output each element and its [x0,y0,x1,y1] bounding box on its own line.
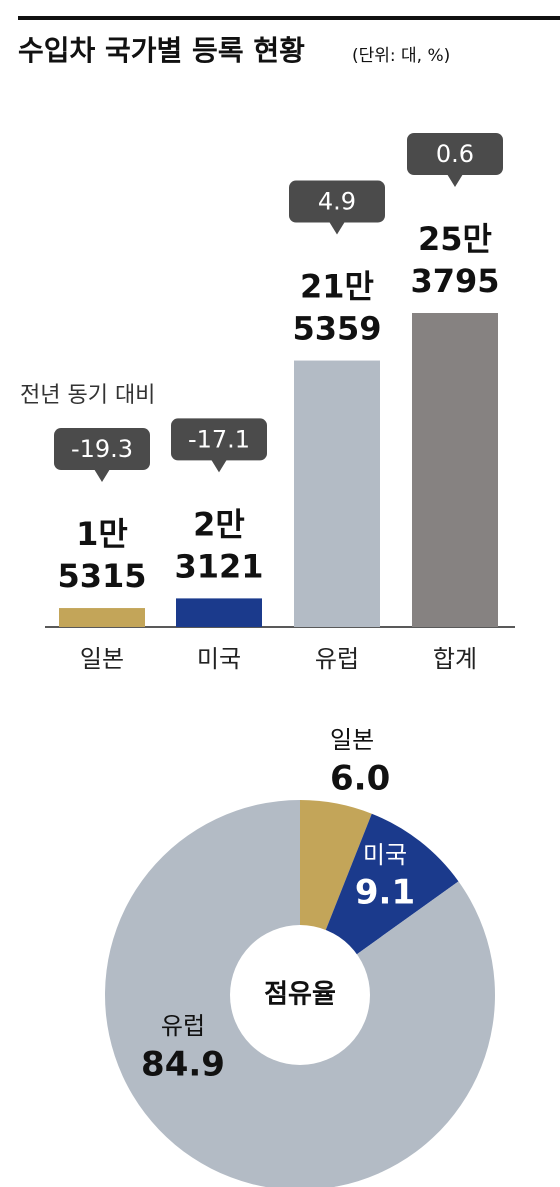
value-label: 25만 [418,220,492,258]
callout-pointer [211,459,227,473]
slice-value: 84.9 [141,1045,225,1085]
slice-name: 미국 [363,841,407,869]
top-rule [18,16,560,20]
chart-title: 수입차 국가별 등록 현황 [18,34,305,67]
chart-subtitle: (단위: 대, %) [352,46,450,66]
callout-box [289,180,385,223]
bar [412,313,498,627]
callout-box [171,418,267,461]
value-label: 3795 [410,262,499,300]
value-label: 5359 [292,310,381,348]
slice-name: 일본 [330,726,374,754]
slice-value: 6.0 [330,759,390,799]
x-tick-label: 미국 [197,645,241,673]
slice-name: 유럽 [161,1012,205,1040]
value-label: 1만 [76,515,128,553]
callout-pointer [329,221,345,235]
change-label: -17.1 [188,425,250,453]
x-tick-label: 유럽 [315,645,359,673]
callout-box [407,133,503,175]
value-label: 5315 [57,557,146,595]
center-label: 점유율 [264,980,336,1010]
callout-pointer [94,469,110,483]
x-tick-label: 합계 [433,645,477,673]
callout-box [54,428,150,471]
value-label: 2만 [193,505,245,543]
bar [294,360,380,627]
pie-slice [105,800,495,1187]
change-label: 4.9 [318,188,356,216]
annotation: 전년 동기 대비 [20,383,155,408]
change-label: -19.3 [71,435,133,463]
bar [176,598,262,627]
value-label: 21만 [300,268,374,306]
x-tick-label: 일본 [80,645,124,673]
change-label: 0.6 [436,140,474,168]
slice-value: 9.1 [355,873,415,913]
bar [59,608,145,627]
donut-hole [230,925,370,1065]
value-label: 3121 [174,547,263,585]
callout-pointer [447,174,463,187]
